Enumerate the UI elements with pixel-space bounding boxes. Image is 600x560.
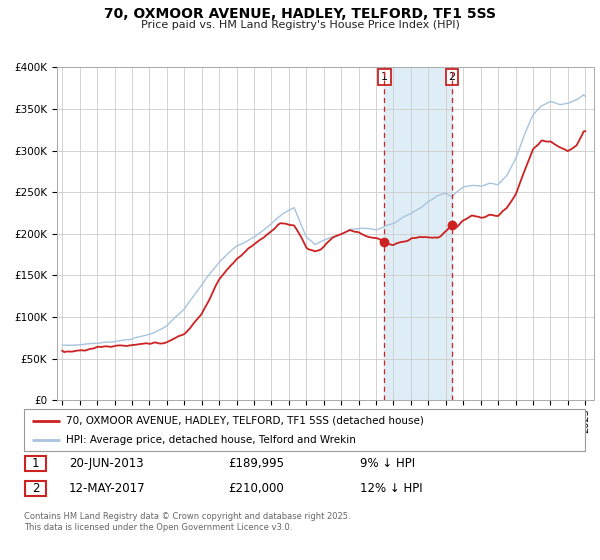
Bar bbox=[384, 67, 452, 400]
Text: 1: 1 bbox=[32, 457, 39, 470]
Text: 1: 1 bbox=[381, 72, 388, 82]
FancyBboxPatch shape bbox=[25, 481, 46, 496]
Text: 20-JUN-2013: 20-JUN-2013 bbox=[69, 457, 143, 470]
Text: Contains HM Land Registry data © Crown copyright and database right 2025.
This d: Contains HM Land Registry data © Crown c… bbox=[24, 512, 350, 532]
Text: 70, OXMOOR AVENUE, HADLEY, TELFORD, TF1 5SS (detached house): 70, OXMOOR AVENUE, HADLEY, TELFORD, TF1 … bbox=[66, 416, 424, 426]
Text: 70, OXMOOR AVENUE, HADLEY, TELFORD, TF1 5SS: 70, OXMOOR AVENUE, HADLEY, TELFORD, TF1 … bbox=[104, 7, 496, 21]
Text: 12% ↓ HPI: 12% ↓ HPI bbox=[360, 482, 422, 496]
Text: £210,000: £210,000 bbox=[228, 482, 284, 496]
Text: 9% ↓ HPI: 9% ↓ HPI bbox=[360, 457, 415, 470]
Text: 2: 2 bbox=[449, 72, 455, 82]
FancyBboxPatch shape bbox=[25, 456, 46, 472]
Text: Price paid vs. HM Land Registry's House Price Index (HPI): Price paid vs. HM Land Registry's House … bbox=[140, 20, 460, 30]
Text: 12-MAY-2017: 12-MAY-2017 bbox=[69, 482, 146, 496]
Text: 2: 2 bbox=[32, 482, 39, 496]
FancyBboxPatch shape bbox=[24, 409, 585, 451]
Text: £189,995: £189,995 bbox=[228, 457, 284, 470]
Text: HPI: Average price, detached house, Telford and Wrekin: HPI: Average price, detached house, Telf… bbox=[66, 435, 356, 445]
